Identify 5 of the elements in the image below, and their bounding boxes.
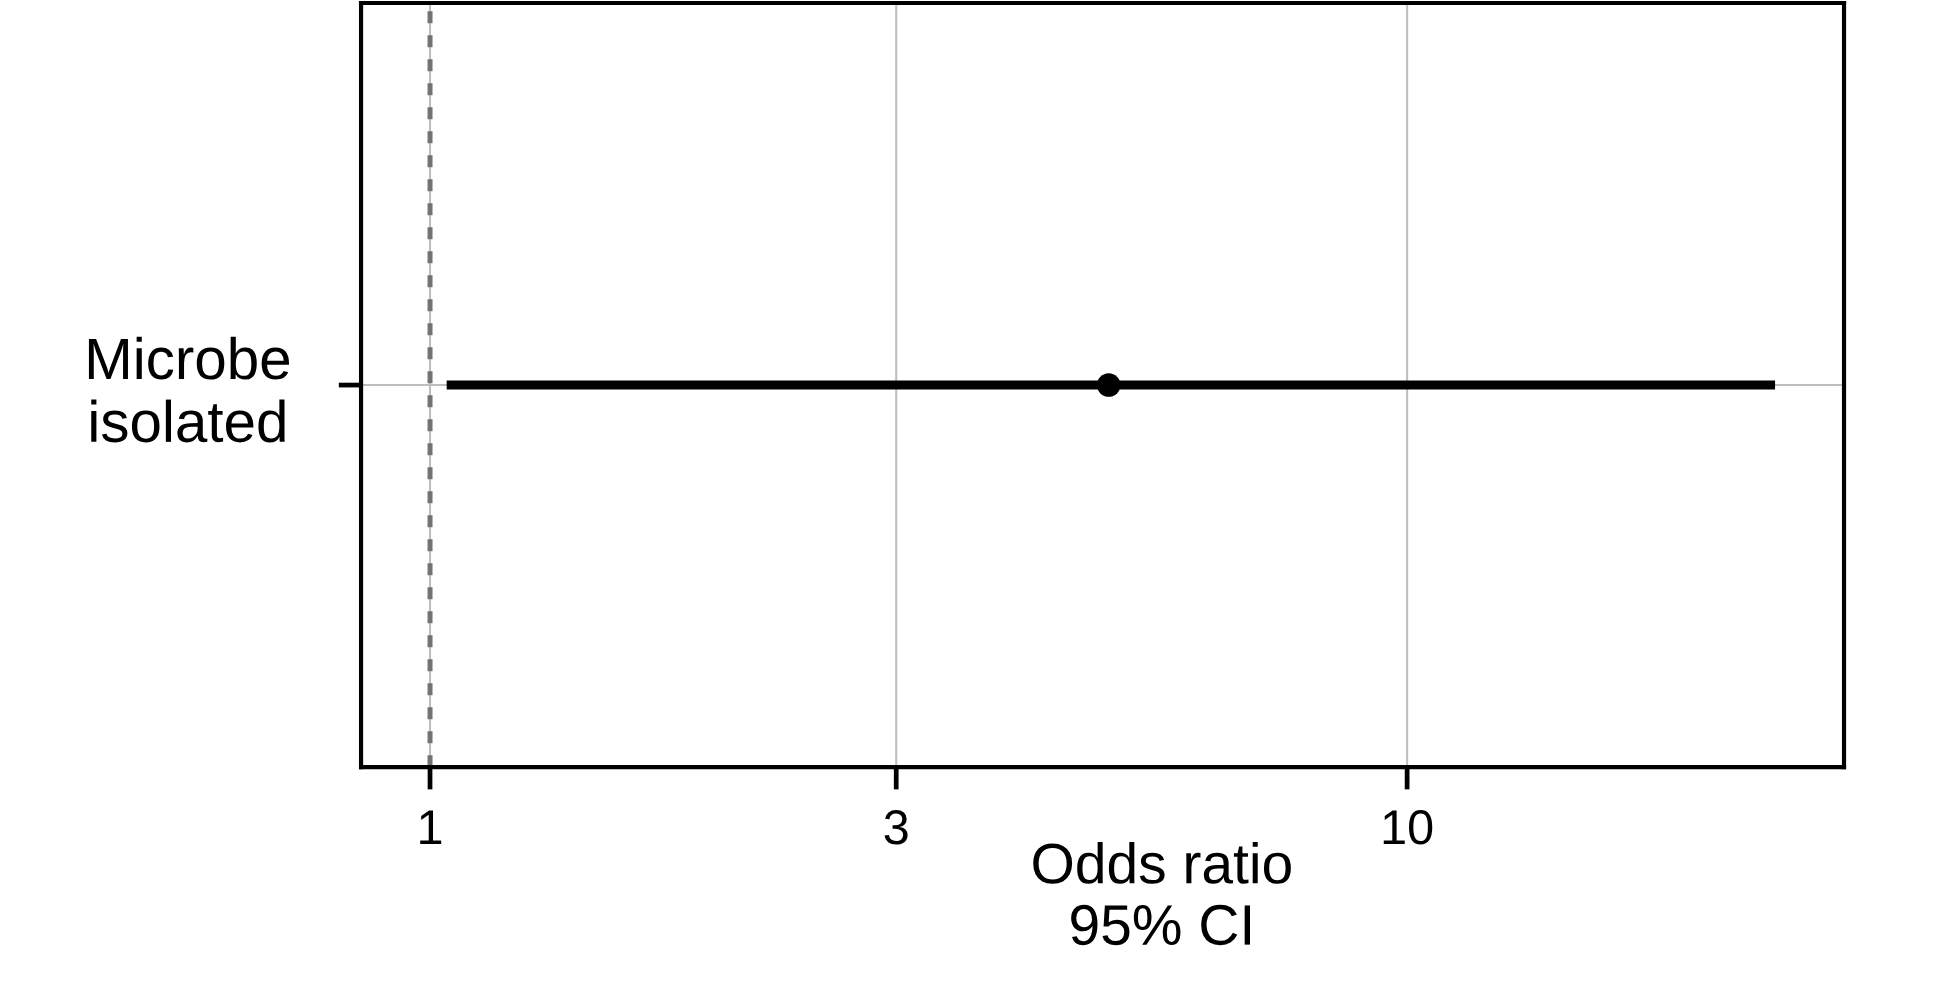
x-tick-label: 3 (884, 810, 908, 845)
x-axis-title: Odds ratio 95% CI (1033, 842, 1291, 946)
x-tick-label: 1 (420, 810, 442, 845)
y-tick-label: Microbe isolated (88, 336, 290, 443)
x-tick-label: 10 (1383, 810, 1433, 845)
